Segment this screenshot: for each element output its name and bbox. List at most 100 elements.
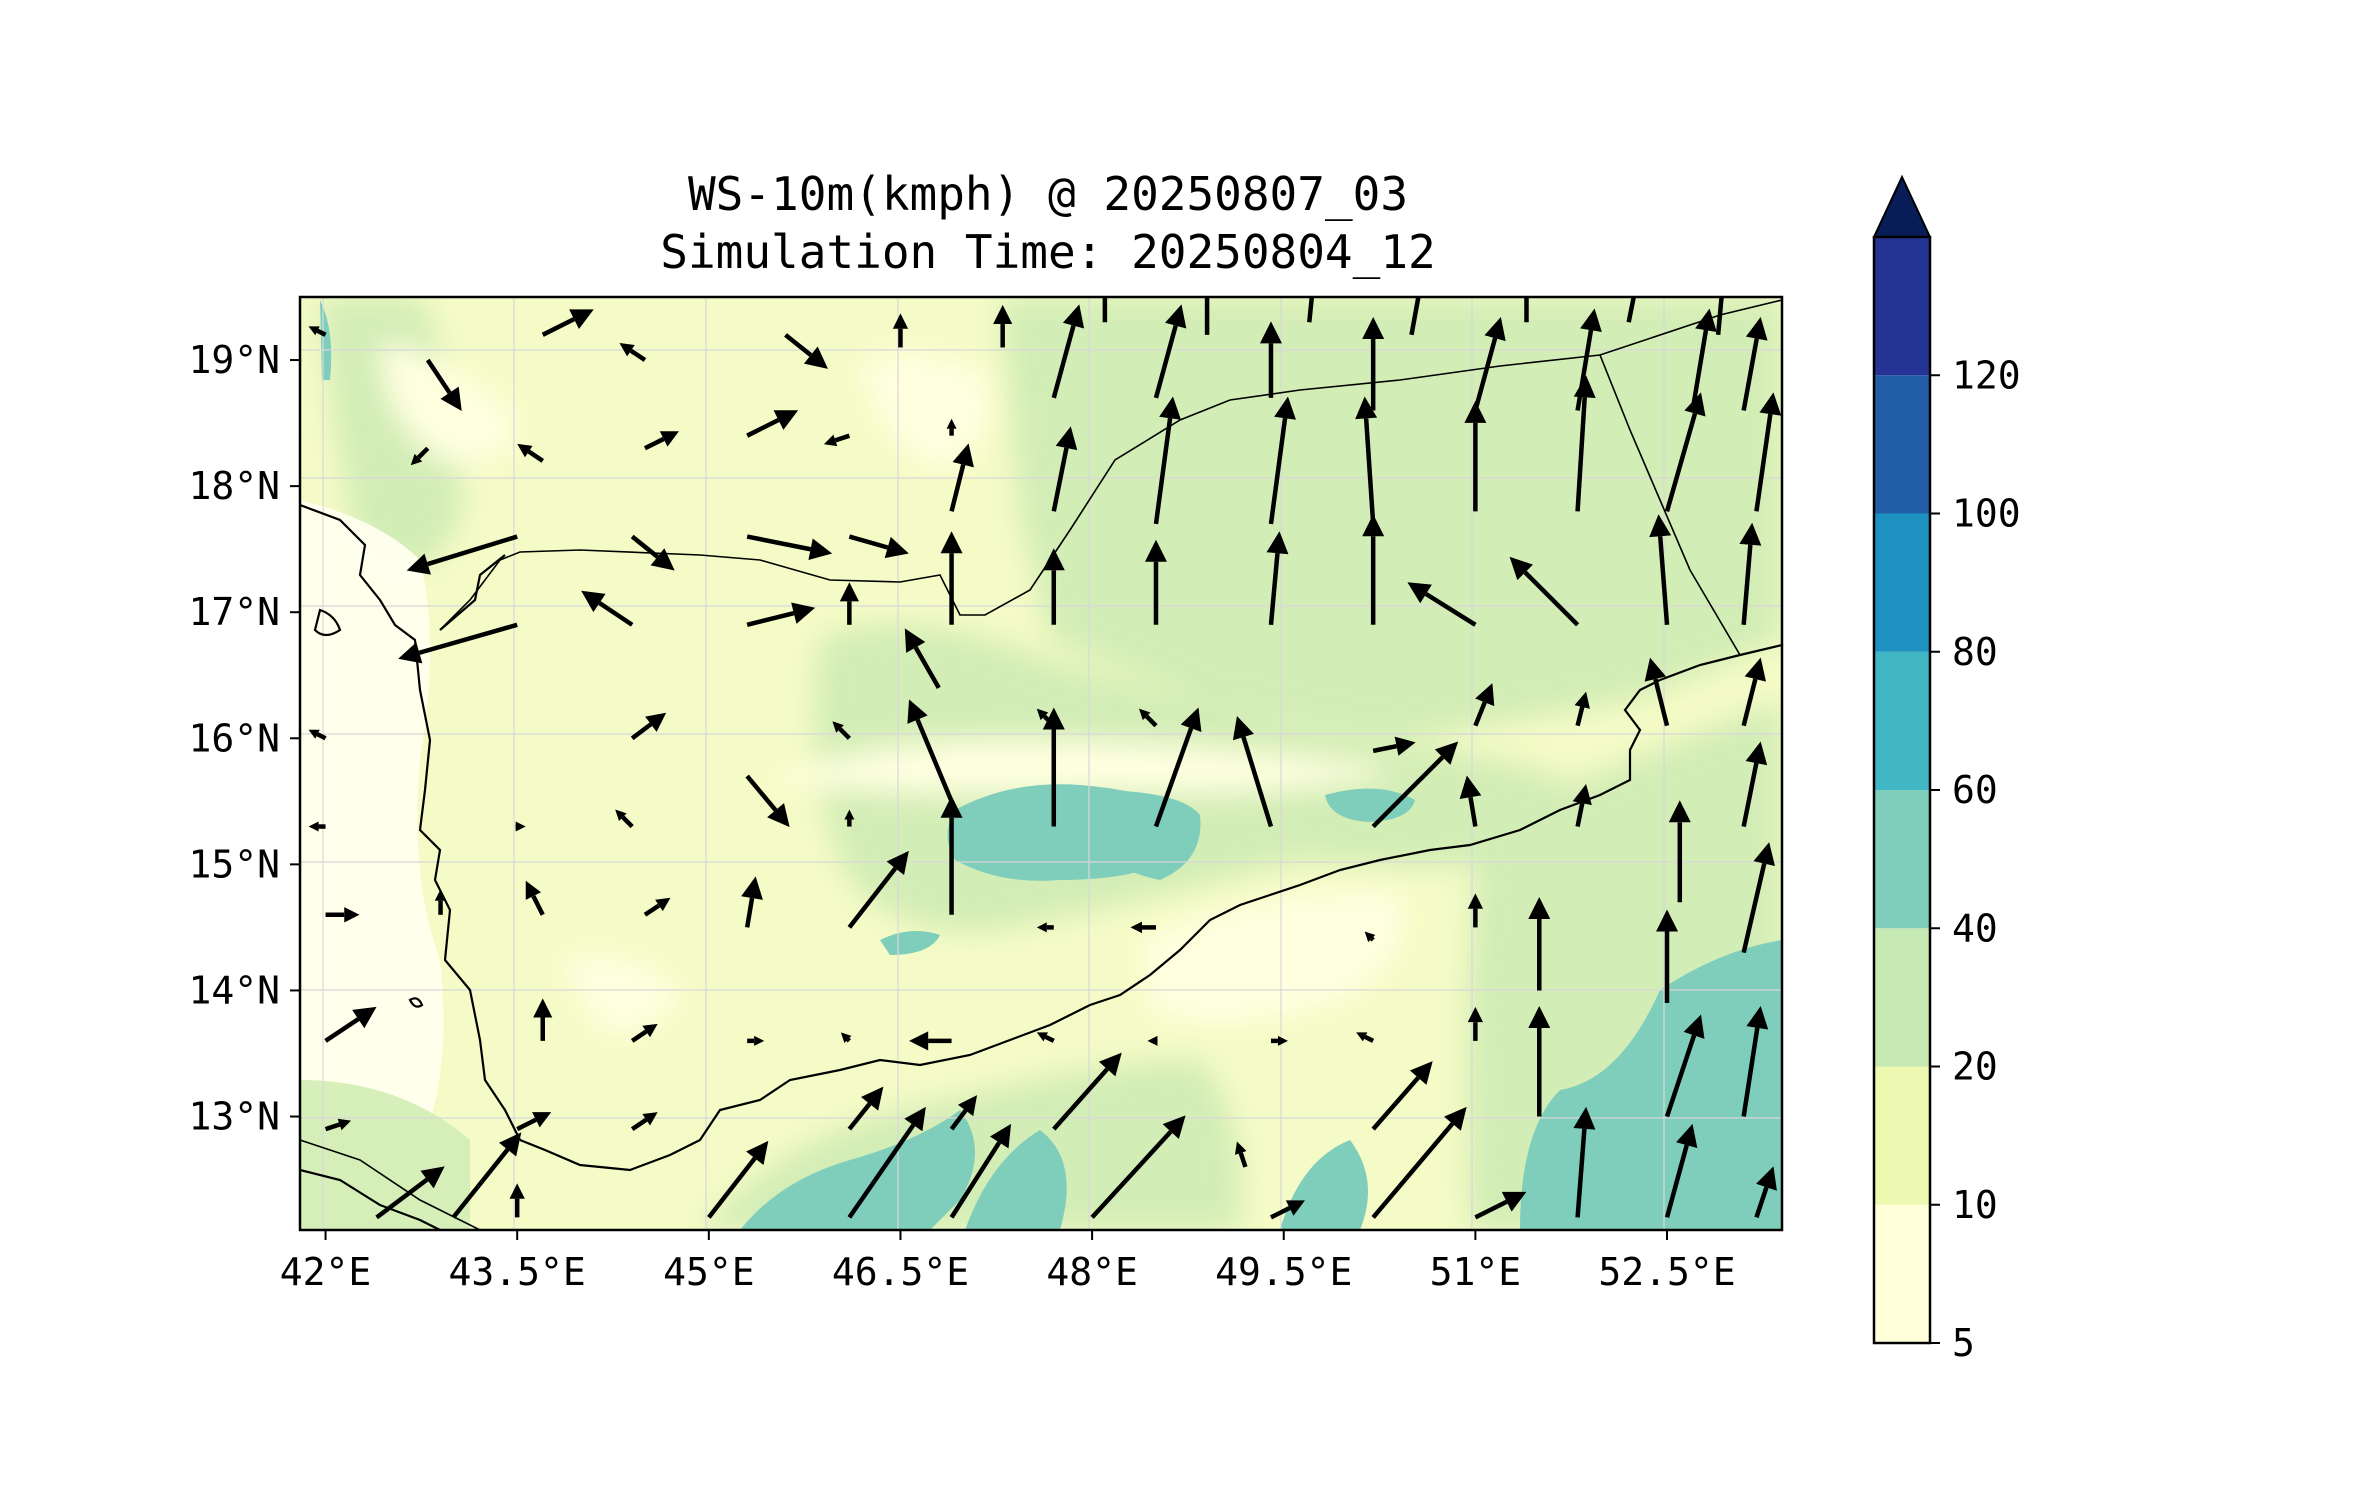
wind-arrow <box>308 821 326 832</box>
wind-arrow <box>1459 775 1482 827</box>
wind-arrow <box>1668 800 1691 903</box>
borders <box>300 299 1782 1230</box>
wind-arrow <box>1371 1106 1467 1219</box>
wind-arrow <box>1266 531 1289 626</box>
calm-north-b <box>860 353 992 470</box>
wind-arrow <box>1656 909 1679 1004</box>
colorbar-segment <box>1874 651 1930 790</box>
wind-arrow <box>1574 691 1590 727</box>
map-title: WS-10m(kmph) @ 20250807_03 <box>688 167 1408 221</box>
y-tick-label: 18°N <box>188 464 280 508</box>
wind-arrow <box>1153 707 1202 828</box>
x-tick-label: 43.5°E <box>449 1250 586 1294</box>
wind-arrow <box>434 889 447 915</box>
wind-arrow <box>1153 396 1181 525</box>
wind-arrow <box>1153 304 1187 399</box>
wind-arrow <box>1741 741 1768 827</box>
wind-arrow <box>509 1183 525 1218</box>
x-tick-label: 46.5°E <box>832 1250 969 1294</box>
jet-small-patch <box>880 931 940 955</box>
horn-coast <box>300 1168 441 1230</box>
gulf-of-aden-coast <box>519 643 1782 1172</box>
wind-arrow <box>1036 922 1054 933</box>
wind-arrow <box>1509 556 1580 627</box>
wind-arrow <box>1664 1014 1705 1118</box>
wind-arrow <box>1409 297 1421 336</box>
wind-arrow <box>1259 321 1282 398</box>
wind-arrow <box>525 880 545 916</box>
strong-wind-zones <box>320 300 1782 1230</box>
wind-arrow <box>1649 514 1672 625</box>
wind-arrow <box>745 774 790 828</box>
colorbar-segment <box>1874 237 1930 376</box>
perim-island <box>313 608 342 637</box>
colorbar-label: 60 <box>1952 768 1998 812</box>
wind-arrow <box>1575 308 1602 411</box>
y-tick-label: 17°N <box>188 590 280 634</box>
arabian-sea-zone <box>1520 940 1782 1230</box>
calm-coast-b <box>560 954 680 1032</box>
wind-arrow <box>1572 784 1592 827</box>
gridlines <box>300 297 1782 1230</box>
wind-arrow <box>840 1032 852 1043</box>
colorbar: 5 10 20 40 60 80 100 120 <box>1872 174 2021 1365</box>
wind-arrow <box>847 1106 926 1219</box>
wind-arrow <box>1467 1006 1484 1041</box>
wind-arrow <box>643 897 671 917</box>
wind-arrow <box>747 1035 765 1046</box>
colorbar-label: 100 <box>1952 492 2021 536</box>
gulf-west-zone <box>740 1110 975 1230</box>
wind-arrow <box>1715 297 1724 336</box>
wind-arrow <box>630 712 667 741</box>
wind-arrow <box>1138 708 1158 728</box>
wind-arrow <box>1042 548 1065 625</box>
wind-arrow <box>324 1006 377 1043</box>
wind-arrow <box>1362 514 1385 625</box>
wind-arrow <box>406 534 518 575</box>
wind-arrow <box>1144 539 1167 625</box>
wind-arrow <box>1307 297 1315 323</box>
wind-arrow <box>375 1166 445 1220</box>
wind-arrow <box>1741 657 1767 727</box>
wind-arrow <box>643 431 679 451</box>
wind-arrow <box>1528 1006 1551 1117</box>
wind-arrow <box>308 729 327 741</box>
calm-central-band <box>760 740 1400 794</box>
wind-arrow <box>1528 896 1551 991</box>
x-tick-label: 45°E <box>663 1250 755 1294</box>
wind-arrow <box>630 534 675 571</box>
wind-arrow <box>1664 392 1706 512</box>
map-frame <box>298 295 1784 1232</box>
wind-arrow <box>1644 657 1670 727</box>
wind-arrow <box>1355 396 1378 525</box>
wind-arrow <box>619 343 647 362</box>
colorbar-extend-triangle <box>1872 174 1932 238</box>
wind-arrow <box>1235 1141 1248 1168</box>
y-tick-label: 16°N <box>188 716 280 760</box>
wind-arrow <box>847 850 909 929</box>
jet-core-east <box>1090 790 1201 880</box>
wind-arrow <box>823 433 851 447</box>
wind-arrow <box>516 1112 552 1132</box>
wind-arrow <box>844 809 855 827</box>
x-tick-label: 51°E <box>1430 1250 1522 1294</box>
saudi-red-sea-coast <box>439 554 506 631</box>
wind-arrow <box>1664 1123 1698 1218</box>
colorbar-segment <box>1874 1204 1930 1343</box>
x-axis-ticks: 42°E 43.5°E 45°E 46.5°E 48°E 49.5°E 51°E 52.5°E <box>280 1230 1736 1294</box>
wind-arrow <box>1473 683 1495 727</box>
colorbar-label: 40 <box>1952 906 1998 950</box>
x-tick-label: 48°E <box>1046 1250 1138 1294</box>
wind-arrow <box>410 446 430 466</box>
x-tick-label: 52.5°E <box>1598 1250 1735 1294</box>
wind-arrow <box>581 590 634 627</box>
wind-arrow <box>1356 1032 1375 1043</box>
colorbar-segment <box>1874 513 1930 652</box>
wind-arrow <box>949 1095 978 1131</box>
wind-arrow <box>1372 736 1416 756</box>
wind-arrow <box>1036 1032 1055 1043</box>
colorbar-segment <box>1874 375 1930 514</box>
wind-arrow <box>325 907 360 923</box>
wind-arrow <box>949 443 974 512</box>
